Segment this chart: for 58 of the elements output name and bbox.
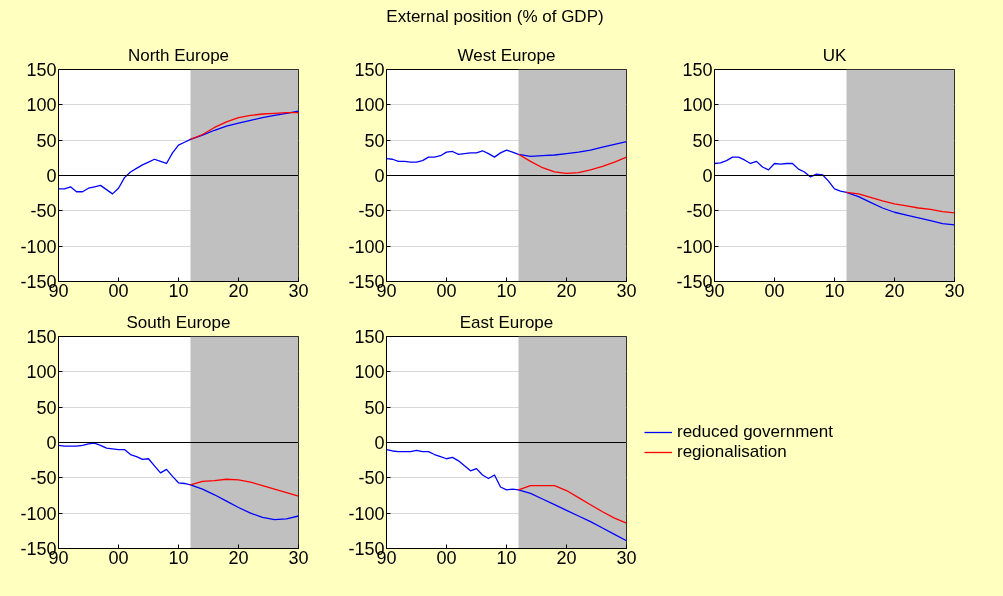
y-tick-label: 100 [354,95,385,116]
y-tick-label: -100 [348,236,385,257]
y-tick-label: -50 [686,201,713,222]
x-tick-label: 10 [168,280,189,301]
y-tick-label: 100 [26,362,57,383]
chart-title: East Europe [459,312,554,332]
y-tick-label: 50 [364,397,385,418]
y-tick-label: -100 [20,503,57,524]
y-tick-label: 100 [354,362,385,383]
y-tick-label: 50 [36,397,57,418]
x-tick-label: 30 [616,547,637,568]
x-tick-label: 30 [616,280,637,301]
x-tick-label: 30 [944,280,965,301]
y-tick-label: 100 [26,95,57,116]
y-tick-label: -50 [358,201,385,222]
chart-title: South Europe [126,312,231,332]
x-tick-label: 20 [884,280,905,301]
x-tick-label: 20 [228,280,249,301]
legend-label: regionalisation [677,442,788,462]
x-tick-label: 30 [288,280,309,301]
x-tick-label: 20 [556,547,577,568]
y-tick-label: 0 [46,433,57,453]
y-tick-label: 100 [682,95,713,116]
y-tick-label: 150 [682,60,713,80]
x-tick-label: 10 [496,547,517,568]
legend-label: reduced government [677,422,834,442]
y-tick-label: 50 [36,130,57,151]
y-tick-label: -100 [20,236,57,257]
y-tick-label: -50 [358,468,385,489]
y-tick-label: 150 [26,60,57,80]
y-tick-label: 0 [46,166,57,186]
x-tick-label: 30 [288,547,309,568]
x-tick-label: 20 [556,280,577,301]
y-tick-label: 150 [354,327,385,347]
x-tick-label: 00 [436,280,457,301]
y-tick-label: -100 [676,236,713,257]
y-tick-label: -100 [348,503,385,524]
x-tick-label: 10 [168,547,189,568]
text: External position (% of GDP) [386,6,604,28]
x-tick-label: 00 [108,280,129,301]
y-tick-label: 150 [354,60,385,80]
chart-title: West Europe [457,45,556,65]
x-tick-label: 20 [228,547,249,568]
y-tick-label: -50 [30,468,57,489]
x-tick-label: 10 [496,280,517,301]
y-tick-label: 50 [364,130,385,151]
chart-title: UK [822,45,847,65]
y-tick-label: 0 [702,166,713,186]
y-tick-label: 0 [374,166,385,186]
y-tick-label: 50 [692,130,713,151]
x-tick-label: 00 [108,547,129,568]
y-tick-label: 0 [374,433,385,453]
y-tick-label: -50 [30,201,57,222]
chart-title: North Europe [127,45,230,65]
x-tick-label: 00 [764,280,785,301]
x-tick-label: 00 [436,547,457,568]
y-tick-label: 150 [26,327,57,347]
x-tick-label: 10 [824,280,845,301]
